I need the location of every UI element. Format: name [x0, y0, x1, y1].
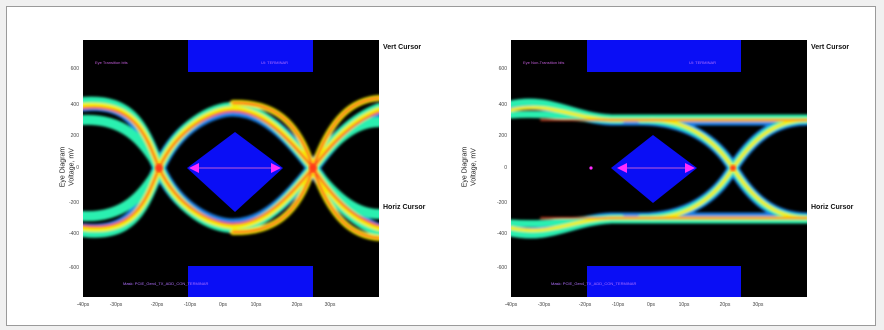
vert-cursor-label[interactable]: Vert Cursor	[811, 44, 850, 51]
right-eye-diagram-panel: Eye Diagram Voltage, mV 600 400 200 0 -2…	[441, 7, 875, 325]
x-tick-label: -30ps	[109, 302, 123, 308]
left-eye-diagram-panel: Eye Diagram Voltage, mV 600 400 200 0 -2…	[7, 7, 441, 325]
y-tick-label: -400	[68, 231, 79, 237]
y-tick-label: 400	[498, 102, 507, 108]
eye-mask-diamond	[187, 132, 283, 212]
y-tick-label: -200	[68, 200, 79, 206]
eye-diagram-plot-left: Eye Transition bits UI: TERMINAR Mask: P…	[83, 40, 379, 297]
mask-readout-left: Mask: PCIE_Gen4_TX_ADD_CON_TERMINAR	[123, 281, 209, 286]
y-tick-label: 200	[70, 133, 79, 139]
eye-mask-diamond	[611, 135, 697, 203]
x-tick-label: 30ps	[752, 302, 764, 308]
vert-cursor-region-top	[188, 40, 313, 72]
y-tick-label: -200	[496, 200, 507, 206]
ui-readout-right: UI: TERMINAR	[689, 60, 717, 65]
eye-title-right: Eye Non-Transition bits	[523, 60, 565, 65]
y-axis-title-line2: Voltage, mV	[470, 148, 478, 186]
x-tick-label: 10ps	[250, 302, 262, 308]
y-tick-label: 600	[70, 66, 79, 72]
y-tick-label: 400	[70, 102, 79, 108]
horiz-cursor-label[interactable]: Horiz Cursor	[383, 204, 426, 211]
y-tick-label: -400	[496, 231, 507, 237]
figure-frame: Eye Diagram Voltage, mV 600 400 200 0 -2…	[6, 6, 876, 326]
horiz-cursor-label[interactable]: Horiz Cursor	[811, 204, 854, 211]
eye-title-left: Eye Transition bits	[95, 60, 128, 65]
vert-cursor-label[interactable]: Vert Cursor	[383, 44, 422, 51]
x-tick-label: -20ps	[150, 302, 164, 308]
horiz-cursor-right-arrow[interactable]	[271, 163, 281, 173]
mask-readout-right: Mask: PCIE_Gen4_TX_ADD_CON_TERMINAR	[551, 281, 637, 286]
eye-diagram-graphic-right	[511, 40, 807, 297]
vert-cursor-region-bottom	[188, 266, 313, 297]
x-tick-label: 0ps	[646, 302, 656, 308]
vert-cursor-region-top	[587, 40, 741, 72]
x-tick-label: 20ps	[291, 302, 303, 308]
y-tick-label: -600	[496, 265, 507, 271]
x-tick-label: -30ps	[537, 302, 551, 308]
x-tick-label: 20ps	[719, 302, 731, 308]
y-tick-label: 0	[504, 165, 507, 171]
y-tick-label: 600	[498, 66, 507, 72]
eye-diagram-graphic-left	[83, 40, 379, 297]
x-tick-label: -40ps	[504, 302, 518, 308]
x-tick-label: 0ps	[218, 302, 228, 308]
x-tick-label: 30ps	[324, 302, 336, 308]
x-tick-label: -10ps	[183, 302, 197, 308]
x-tick-label: -40ps	[76, 302, 90, 308]
ui-readout-left: UI: TERMINAR	[261, 60, 289, 65]
y-tick-label: -600	[68, 265, 79, 271]
vert-cursor-region-bottom	[587, 266, 741, 297]
horiz-cursor-left-arrow[interactable]	[617, 163, 627, 173]
x-tick-label: -20ps	[578, 302, 592, 308]
x-tick-label: 10ps	[678, 302, 690, 308]
horiz-cursor-right-arrow[interactable]	[685, 163, 695, 173]
cursor-marker-dot	[589, 166, 593, 170]
eye-diagram-plot-right: Eye Non-Transition bits UI: TERMINAR Mas…	[511, 40, 807, 297]
x-tick-label: -10ps	[611, 302, 625, 308]
y-tick-label: 200	[498, 133, 507, 139]
horiz-cursor-left-arrow[interactable]	[189, 163, 199, 173]
y-tick-label: 0	[76, 165, 79, 171]
